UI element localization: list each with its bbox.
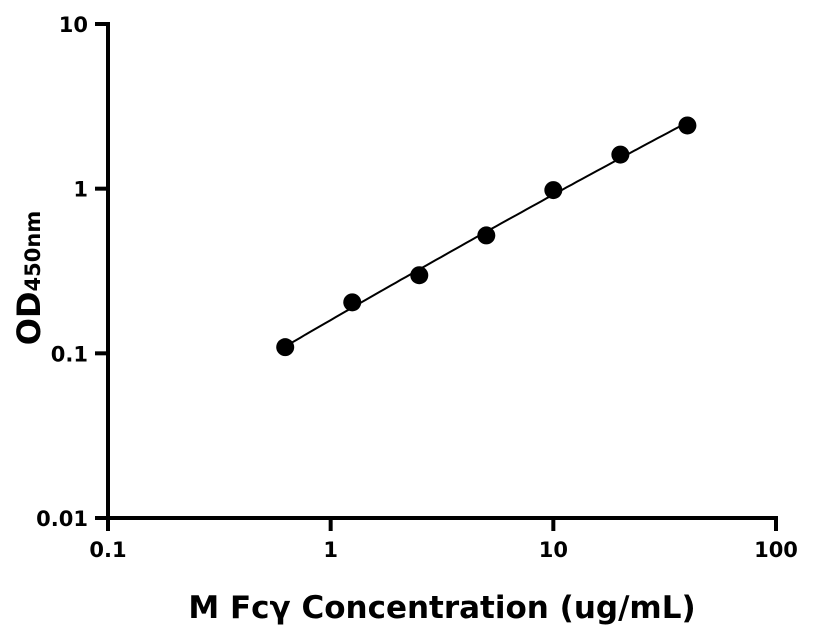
- x-tick-label: 0.1: [89, 538, 126, 562]
- data-point: [477, 226, 496, 245]
- y-tick-label: 0.1: [51, 342, 88, 366]
- y-tick-label: 1: [73, 178, 88, 202]
- data-point: [544, 181, 563, 200]
- x-tick-label: 10: [539, 538, 568, 562]
- y-axis-label-main: OD: [10, 291, 48, 345]
- y-axis-label: OD450nm: [10, 211, 48, 345]
- data-point: [611, 145, 630, 164]
- x-axis-label: M Fcγ Concentration (ug/mL): [188, 590, 695, 626]
- data-point: [678, 116, 697, 135]
- y-tick-label: 0.01: [36, 507, 88, 531]
- data-point: [343, 293, 362, 312]
- data-point: [276, 338, 295, 357]
- data-points: [276, 116, 697, 357]
- y-axis-label-sub: 450nm: [21, 211, 45, 292]
- y-tick-label: 10: [59, 13, 88, 37]
- data-point: [410, 266, 429, 285]
- x-tick-label: 100: [754, 538, 798, 562]
- x-tick-label: 1: [323, 538, 338, 562]
